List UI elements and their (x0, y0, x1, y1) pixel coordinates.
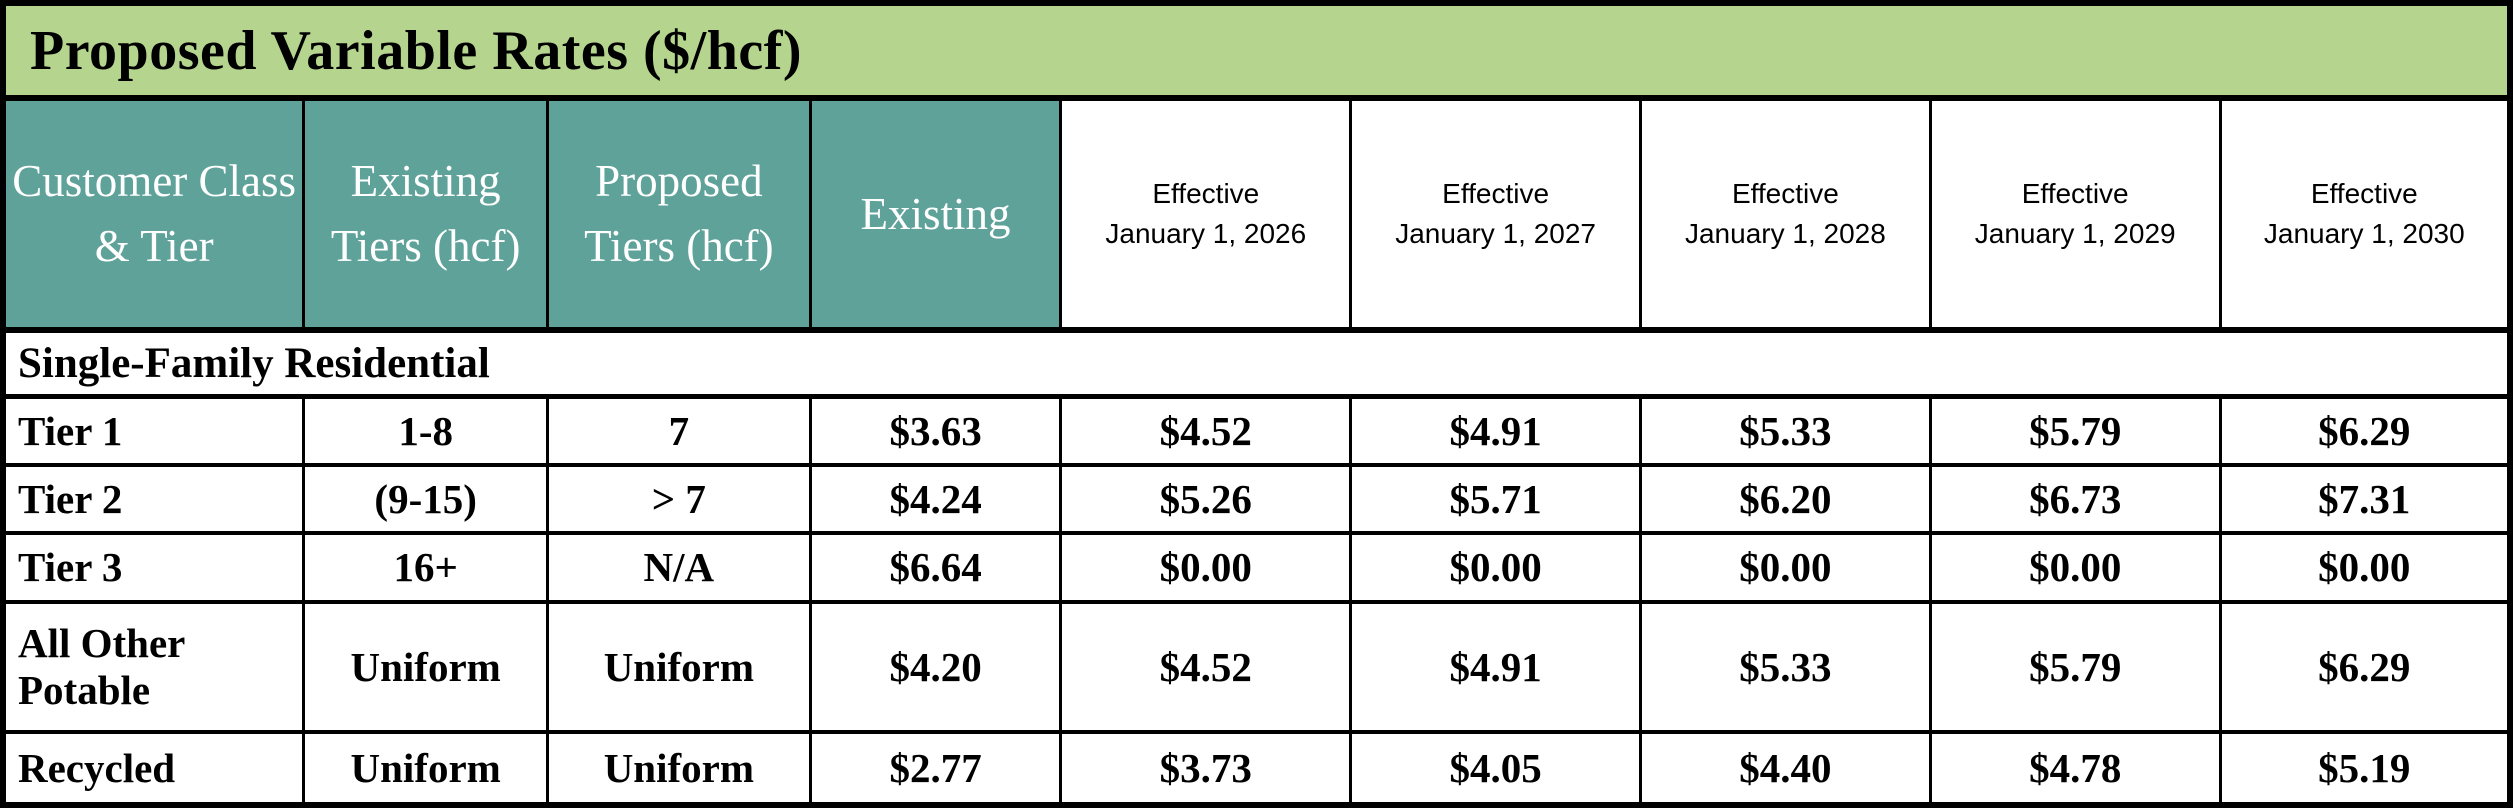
col-header-effective-2030: Effective January 1, 2030 (2218, 96, 2512, 334)
cell-existing-rate: $6.64 (808, 531, 1063, 604)
effective-date: January 1, 2030 (2263, 218, 2465, 250)
cell-rate-2026: $0.00 (1059, 531, 1353, 604)
cell-existing-rate: $4.24 (808, 463, 1063, 536)
row-label: Tier 3 (1, 531, 306, 604)
table-row-tier-3: Tier 3 16+ N/A $6.64 $0.00 $0.00 $0.00 $… (1, 531, 2512, 604)
row-label: All Other Potable (1, 599, 306, 735)
effective-label: Effective (1731, 177, 1839, 209)
cell-rate-2029: $4.78 (1928, 730, 2222, 807)
cell-rate-2029: $5.79 (1928, 394, 2222, 468)
cell-rate-2026: $3.73 (1059, 730, 1353, 807)
row-label: Tier 1 (1, 394, 306, 468)
cell-rate-2027: $5.71 (1349, 463, 1642, 536)
col-header-existing-tiers: Existing Tiers (hcf) (302, 96, 549, 334)
cell-proposed-tiers: Uniform (546, 730, 812, 807)
effective-date: January 1, 2027 (1395, 218, 1596, 250)
effective-date: January 1, 2029 (1974, 218, 2176, 250)
section-header: Single-Family Residential (1, 328, 2512, 400)
cell-proposed-tiers: Uniform (546, 599, 812, 735)
cell-rate-2027: $4.91 (1349, 394, 1642, 468)
cell-rate-2027: $4.05 (1349, 730, 1642, 807)
table-row-tier-1: Tier 1 1-8 7 $3.63 $4.52 $4.91 $5.33 $5.… (1, 394, 2512, 468)
col-header-proposed-tiers: Proposed Tiers (hcf) (546, 96, 812, 334)
cell-rate-2029: $5.79 (1928, 599, 2222, 735)
cell-rate-2030: $7.31 (2218, 463, 2512, 536)
cell-rate-2028: $6.20 (1639, 463, 1932, 536)
col-header-existing-rate: Existing (808, 96, 1063, 334)
col-header-effective-2026: Effective January 1, 2026 (1059, 96, 1353, 334)
cell-rate-2028: $5.33 (1639, 394, 1932, 468)
cell-rate-2027: $4.91 (1349, 599, 1642, 735)
cell-rate-2030: $6.29 (2218, 599, 2512, 735)
cell-existing-rate: $2.77 (808, 730, 1063, 807)
cell-rate-2026: $4.52 (1059, 599, 1353, 735)
cell-existing-tiers: (9-15) (302, 463, 549, 536)
cell-existing-tiers: 1-8 (302, 394, 549, 468)
effective-date: January 1, 2028 (1684, 218, 1886, 250)
cell-rate-2026: $4.52 (1059, 394, 1353, 468)
table-row-recycled: Recycled Uniform Uniform $2.77 $3.73 $4.… (1, 730, 2512, 807)
col-header-effective-2027: Effective January 1, 2027 (1349, 96, 1642, 334)
effective-label: Effective (2021, 177, 2129, 209)
table-row-all-other-potable: All Other Potable Uniform Uniform $4.20 … (1, 599, 2512, 735)
cell-existing-tiers: Uniform (302, 599, 549, 735)
table-row-tier-2: Tier 2 (9-15) > 7 $4.24 $5.26 $5.71 $6.2… (1, 463, 2512, 536)
table-title: Proposed Variable Rates ($/hcf) (1, 1, 2512, 102)
cell-rate-2030: $0.00 (2218, 531, 2512, 604)
cell-existing-tiers: Uniform (302, 730, 549, 807)
cell-rate-2028: $0.00 (1639, 531, 1932, 604)
cell-existing-tiers: 16+ (302, 531, 549, 604)
cell-rate-2028: $5.33 (1639, 599, 1932, 735)
cell-proposed-tiers: N/A (546, 531, 812, 604)
cell-proposed-tiers: 7 (546, 394, 812, 468)
row-label: Tier 2 (1, 463, 306, 536)
column-header-row: Customer Class & Tier Existing Tiers (hc… (1, 96, 2512, 334)
effective-label: Effective (1442, 177, 1550, 209)
effective-date: January 1, 2026 (1105, 218, 1307, 250)
effective-label: Effective (1152, 177, 1260, 209)
cell-rate-2027: $0.00 (1349, 531, 1642, 604)
section-row-single-family: Single-Family Residential (1, 328, 2512, 400)
cell-rate-2029: $0.00 (1928, 531, 2222, 604)
cell-rate-2026: $5.26 (1059, 463, 1353, 536)
cell-existing-rate: $4.20 (808, 599, 1063, 735)
title-row: Proposed Variable Rates ($/hcf) (1, 1, 2512, 102)
cell-rate-2030: $5.19 (2218, 730, 2512, 807)
row-label: Recycled (1, 730, 306, 807)
cell-rate-2030: $6.29 (2218, 394, 2512, 468)
cell-rate-2029: $6.73 (1928, 463, 2222, 536)
col-header-effective-2029: Effective January 1, 2029 (1928, 96, 2222, 334)
cell-proposed-tiers: > 7 (546, 463, 812, 536)
cell-existing-rate: $3.63 (808, 394, 1063, 468)
cell-rate-2028: $4.40 (1639, 730, 1932, 807)
col-header-customer-class: Customer Class & Tier (1, 96, 306, 334)
effective-label: Effective (2310, 177, 2418, 209)
col-header-effective-2028: Effective January 1, 2028 (1639, 96, 1932, 334)
